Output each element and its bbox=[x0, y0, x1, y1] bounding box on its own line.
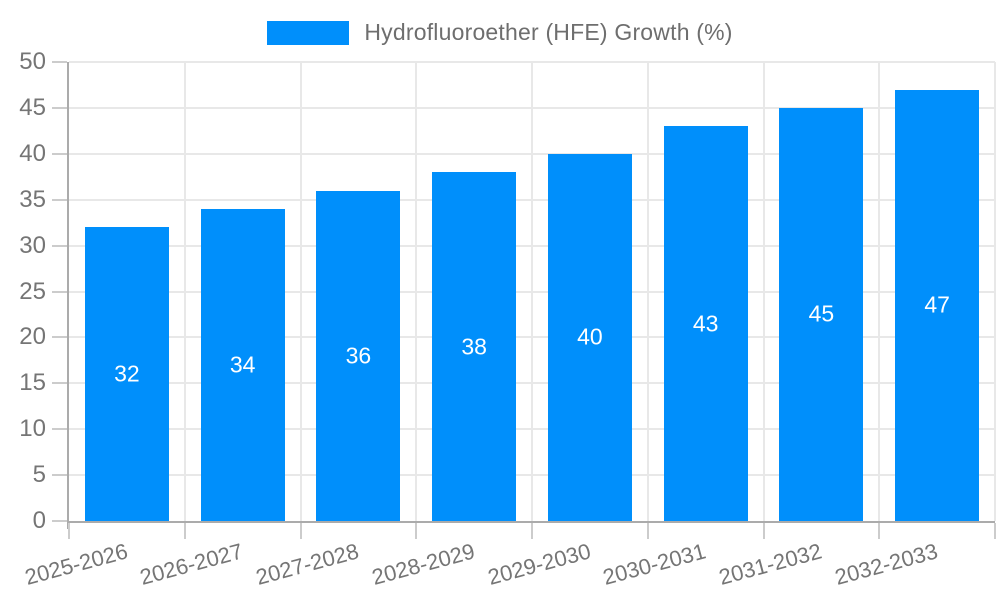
bar[interactable]: 40 bbox=[547, 153, 632, 521]
bar-value-label: 38 bbox=[461, 333, 487, 360]
y-axis-label: 25 bbox=[19, 277, 46, 305]
plot-area: 32 34 36 38 40 43 45 47 bbox=[52, 61, 996, 539]
bar[interactable]: 36 bbox=[316, 190, 401, 521]
bar[interactable]: 47 bbox=[895, 89, 980, 521]
y-axis-label: 35 bbox=[19, 185, 46, 213]
y-axis-label: 45 bbox=[19, 93, 46, 121]
gridline-vertical bbox=[762, 62, 765, 521]
y-axis-label: 10 bbox=[19, 415, 46, 443]
x-axis-line bbox=[67, 521, 995, 523]
bar-value-label: 36 bbox=[345, 342, 372, 369]
y-axis-tick bbox=[52, 198, 67, 201]
legend-swatch-icon bbox=[267, 20, 350, 45]
gridline-vertical bbox=[878, 62, 881, 521]
y-axis-tick bbox=[52, 520, 67, 522]
y-axis-label: 20 bbox=[19, 323, 46, 351]
x-axis-label: 2031-2032 bbox=[716, 538, 825, 590]
y-axis-label: 40 bbox=[19, 139, 46, 167]
x-axis-label: 2026-2027 bbox=[137, 538, 246, 590]
y-axis-tick bbox=[52, 336, 67, 339]
gridline-vertical bbox=[299, 62, 302, 521]
gridline-vertical bbox=[183, 62, 186, 521]
y-axis-label: 30 bbox=[19, 231, 46, 259]
x-axis-tick bbox=[183, 523, 186, 539]
bar-value-label: 47 bbox=[924, 291, 950, 318]
y-axis-tick bbox=[52, 382, 67, 385]
bar[interactable]: 34 bbox=[200, 208, 285, 521]
x-axis-label: 2025-2026 bbox=[21, 538, 130, 590]
x-axis-tick bbox=[68, 523, 70, 539]
x-axis-tick bbox=[415, 523, 418, 539]
x-axis-tick bbox=[646, 523, 649, 539]
y-axis-line bbox=[67, 62, 69, 529]
bar[interactable]: 43 bbox=[663, 126, 748, 521]
gridline-vertical bbox=[531, 62, 533, 521]
x-axis-tick bbox=[994, 523, 996, 539]
x-axis-tick bbox=[299, 523, 302, 539]
bar-value-label: 43 bbox=[692, 310, 719, 337]
legend-label: Hydrofluoroether (HFE) Growth (%) bbox=[364, 19, 733, 45]
bar-value-label: 40 bbox=[577, 323, 603, 350]
y-axis-tick bbox=[52, 244, 67, 247]
x-axis-label: 2030-2031 bbox=[600, 538, 709, 590]
x-axis-label: 2032-2033 bbox=[832, 538, 941, 590]
x-axis-tick bbox=[762, 523, 765, 539]
y-axis-tick bbox=[52, 290, 67, 293]
gridline-vertical bbox=[994, 62, 996, 521]
bar-value-label: 45 bbox=[808, 300, 835, 327]
bar[interactable]: 32 bbox=[84, 227, 169, 521]
y-axis-tick bbox=[52, 61, 67, 63]
y-axis-tick bbox=[52, 106, 67, 109]
bar-value-label: 32 bbox=[114, 360, 140, 387]
x-axis-label: 2027-2028 bbox=[253, 538, 362, 590]
bar[interactable]: 45 bbox=[779, 107, 864, 521]
x-axis-tick bbox=[531, 523, 533, 539]
x-axis-label: 2029-2030 bbox=[484, 538, 593, 590]
gridline-vertical bbox=[646, 62, 649, 521]
bar[interactable]: 38 bbox=[432, 172, 517, 521]
y-axis-label: 0 bbox=[32, 507, 46, 534]
y-axis-label: 15 bbox=[19, 369, 46, 397]
y-axis-tick bbox=[52, 152, 67, 155]
y-axis-label: 5 bbox=[32, 461, 46, 489]
x-axis-label: 2028-2029 bbox=[369, 538, 478, 590]
y-axis-tick bbox=[52, 428, 67, 431]
x-axis-tick bbox=[878, 523, 881, 539]
gridline-vertical bbox=[415, 62, 418, 521]
legend-item[interactable]: Hydrofluoroether (HFE) Growth (%) bbox=[0, 19, 1000, 46]
y-axis-tick bbox=[52, 474, 67, 477]
y-axis-label: 50 bbox=[19, 48, 46, 75]
bar-value-label: 34 bbox=[229, 351, 256, 378]
